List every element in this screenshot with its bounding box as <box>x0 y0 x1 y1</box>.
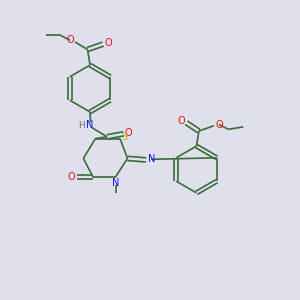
Text: N: N <box>86 120 93 130</box>
Text: N: N <box>112 178 119 188</box>
Text: O: O <box>66 35 74 45</box>
Text: H: H <box>79 121 85 130</box>
Text: N: N <box>148 154 155 164</box>
Text: O: O <box>125 128 133 138</box>
Text: O: O <box>67 172 75 182</box>
Text: O: O <box>105 38 112 48</box>
Text: S: S <box>121 132 127 142</box>
Text: O: O <box>177 116 185 126</box>
Text: O: O <box>215 119 223 130</box>
